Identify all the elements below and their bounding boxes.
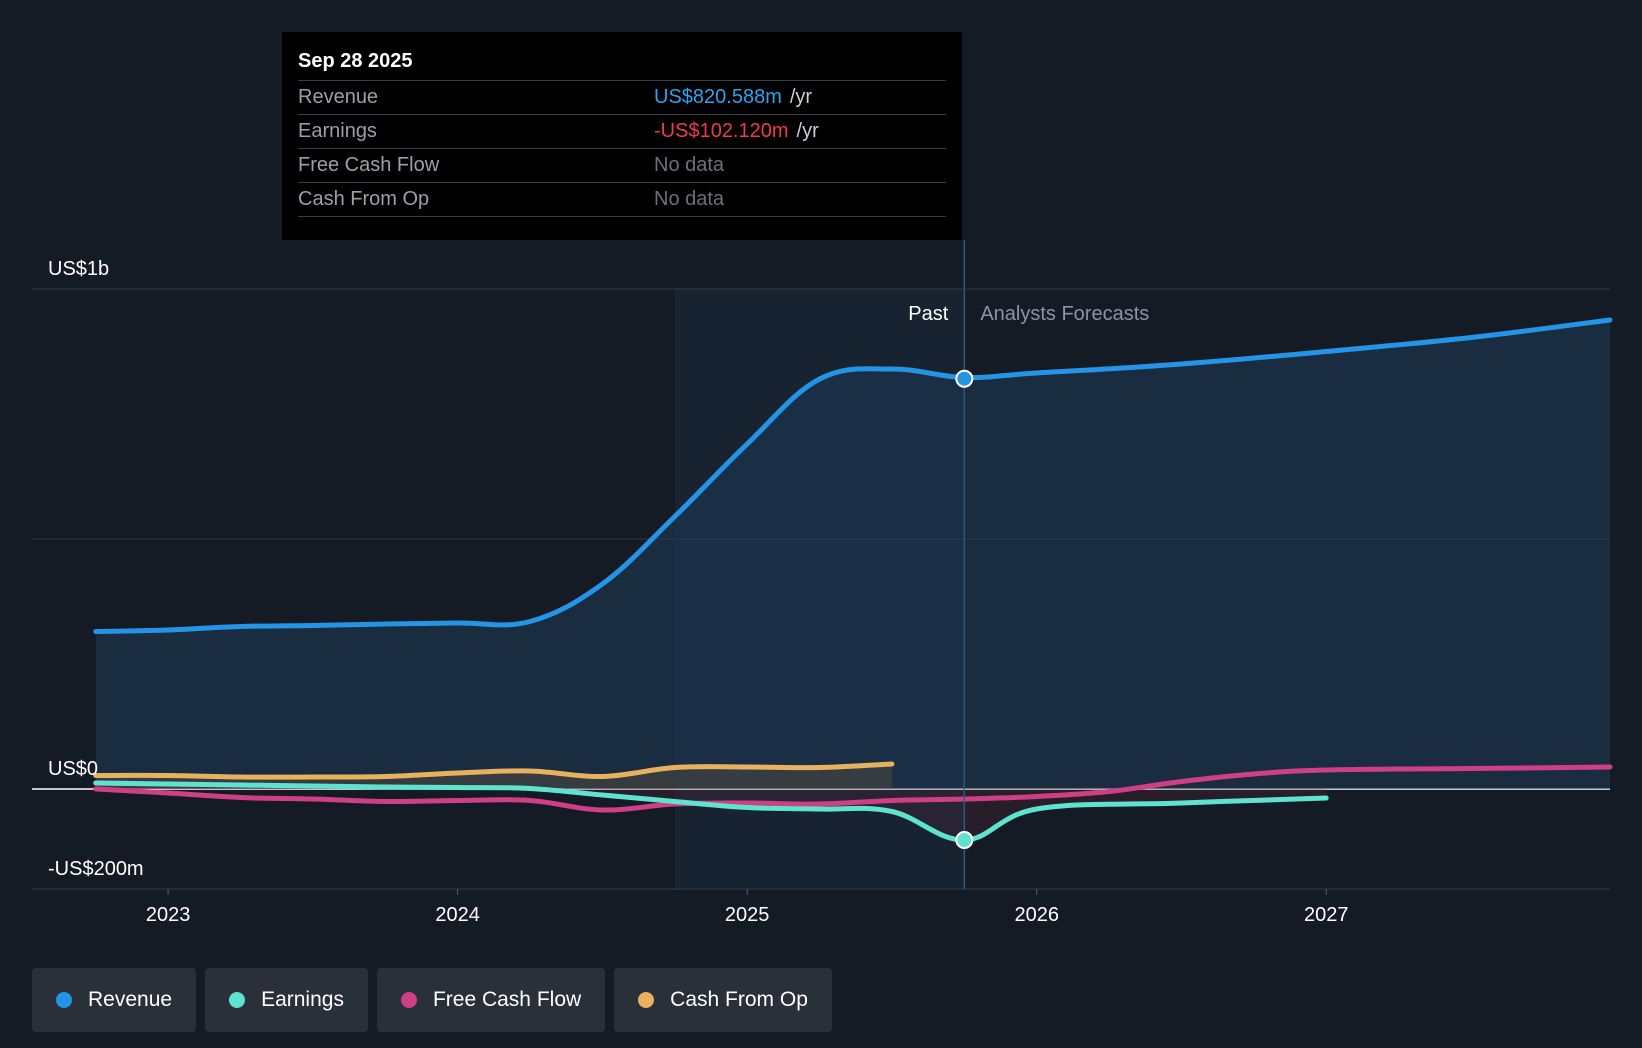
cash-from-op-area: [95, 764, 892, 789]
legend: Revenue Earnings Free Cash Flow Cash Fro…: [32, 968, 832, 1032]
earnings-marker: [955, 831, 974, 850]
past-label: Past: [908, 303, 948, 325]
legend-item-cash-from-op[interactable]: Cash From Op: [614, 968, 832, 1032]
free-cash-flow-line: [93, 764, 1613, 813]
x-axis-label: 2024: [435, 904, 480, 926]
tooltip-unit: /yr: [796, 120, 819, 142]
x-axis-label: 2023: [146, 904, 191, 926]
tooltip-label: Cash From Op: [298, 188, 430, 210]
tooltip-value: -US$102.120m: [654, 120, 789, 142]
y-axis-label: US$0: [48, 758, 98, 780]
revenue-line: [93, 317, 1613, 634]
legend-label: Earnings: [261, 988, 344, 1011]
tooltip-row-cash-from-op: Cash From Op No data: [298, 182, 946, 217]
legend-item-earnings[interactable]: Earnings: [205, 968, 368, 1032]
tooltip-value: No data: [654, 188, 725, 210]
tooltip-value: US$820.588m: [654, 86, 782, 108]
y-axis-label: US$1b: [48, 258, 109, 280]
tooltip-label: Revenue: [298, 86, 379, 108]
legend-label: Cash From Op: [670, 988, 808, 1011]
free-cash-flow-dot-icon: [400, 992, 417, 1008]
revenue-area: [95, 320, 1610, 789]
earnings-dot-icon: [229, 992, 246, 1008]
tooltip-row-revenue: Revenue US$820.588m /yr: [298, 80, 946, 114]
legend-label: Free Cash Flow: [432, 988, 582, 1011]
tooltip-value: No data: [654, 154, 725, 176]
x-axis-label: 2026: [1014, 904, 1059, 926]
legend-label: Revenue: [88, 988, 173, 1011]
tooltip-label: Earnings: [298, 120, 377, 142]
y-axis-label: -US$200m: [48, 858, 144, 880]
cash-from-op-line: [93, 761, 895, 780]
tooltip-row-free-cash-flow: Free Cash Flow No data: [298, 148, 946, 182]
forecast-label: Analysts Forecasts: [980, 303, 1149, 325]
tooltip-unit: /yr: [789, 86, 813, 108]
earnings-line: [93, 780, 1329, 843]
tooltip-row-earnings: Earnings -US$102.120m /yr: [298, 114, 946, 148]
revenue-marker: [955, 369, 974, 388]
x-axis-label: 2027: [1304, 904, 1349, 926]
legend-item-free-cash-flow[interactable]: Free Cash Flow: [376, 968, 606, 1032]
tooltip-date: Sep 28 2025: [298, 50, 413, 72]
legend-item-revenue[interactable]: Revenue: [32, 968, 197, 1032]
tooltip-label: Free Cash Flow: [298, 154, 440, 176]
x-axis-label: 2025: [725, 904, 770, 926]
tooltip: Sep 28 2025 Revenue US$820.588m /yr Earn…: [282, 32, 962, 240]
cash-from-op-dot-icon: [638, 992, 655, 1008]
revenue-dot-icon: [56, 992, 72, 1008]
